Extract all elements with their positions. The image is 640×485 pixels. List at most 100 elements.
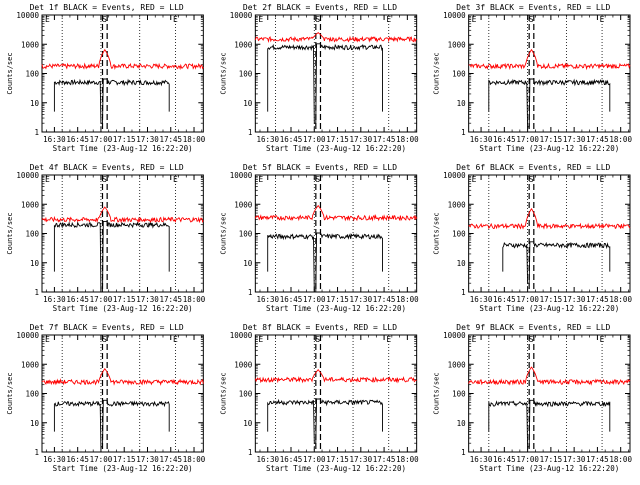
detector-panel-5: Det 5f BLACK = Events, RED = LLD 1 10 100 10… — [219, 163, 419, 313]
saa-start-label: S — [315, 15, 320, 24]
x-tick-label: 17:15 — [113, 455, 136, 464]
x-tick-label: 17:45 — [159, 295, 182, 304]
x-tick-label: 17:30 — [563, 455, 586, 464]
eclipse-label: E — [258, 15, 263, 24]
x-tick-label: 18:00 — [183, 295, 206, 304]
y-tick-label: 10 — [243, 99, 253, 108]
x-tick-label: 18:00 — [396, 295, 419, 304]
x-tick-label: 16:30 — [43, 135, 66, 144]
panel-title: Det 3f BLACK = Events, RED = LLD — [456, 3, 610, 12]
eclipse-label: E — [600, 175, 605, 184]
series-events-line — [267, 43, 383, 124]
x-axis-label: Start Time (23-Aug-12 16:22:20) — [53, 464, 193, 473]
y-tick-label: 1000 — [448, 40, 467, 49]
y-axis-label: Counts/sec — [219, 372, 227, 414]
eclipse-label: E — [45, 15, 50, 24]
x-tick-label: 17:00 — [303, 455, 326, 464]
saa-start-label: S — [102, 335, 107, 344]
panel-title: Det 1f BLACK = Events, RED = LLD — [30, 3, 184, 12]
y-tick-label: 100 — [239, 230, 253, 239]
y-tick-label: 100 — [25, 390, 39, 399]
y-tick-label: 100 — [239, 70, 253, 79]
y-tick-label: 1000 — [21, 360, 40, 369]
x-axis-label: Start Time (23-Aug-12 16:22:20) — [479, 464, 619, 473]
x-tick-label: 17:45 — [373, 135, 396, 144]
series-events-line — [488, 399, 611, 448]
x-tick-label: 18:00 — [396, 135, 419, 144]
eclipse-label: E — [600, 335, 605, 344]
x-tick-label: 16:30 — [470, 455, 493, 464]
x-tick-label: 17:00 — [516, 295, 539, 304]
x-tick-label: 17:30 — [563, 135, 586, 144]
x-tick-label: 16:45 — [493, 295, 516, 304]
x-tick-label: 18:00 — [609, 135, 632, 144]
x-tick-label: 17:15 — [113, 135, 136, 144]
detector-panel-4: Det 4f BLACK = Events, RED = LLD 1 10 100 10… — [6, 163, 206, 313]
eclipse-label: E — [45, 175, 50, 184]
x-tick-label: 16:30 — [256, 455, 279, 464]
y-tick-label: 1 — [248, 448, 253, 457]
detector-panel-9: Det 9f BLACK = Events, RED = LLD 1 10 100 10… — [433, 323, 633, 473]
eclipse-label: E — [45, 335, 50, 344]
x-axis-label: Start Time (23-Aug-12 16:22:20) — [266, 464, 406, 473]
x-tick-label: 17:00 — [516, 455, 539, 464]
x-tick-label: 18:00 — [183, 455, 206, 464]
series-lld-line — [41, 48, 204, 71]
eclipse-label: E — [258, 175, 263, 184]
y-tick-label: 10000 — [230, 171, 253, 180]
eclipse-label: E — [173, 335, 178, 344]
plot-frame — [41, 174, 204, 293]
y-tick-label: 1000 — [234, 360, 253, 369]
y-tick-label: 10000 — [230, 331, 253, 340]
detector-panel-6: Det 6f BLACK = Events, RED = LLD 1 10 100 10… — [433, 163, 633, 313]
panel-title: Det 9f BLACK = Events, RED = LLD — [456, 323, 610, 332]
x-tick-label: 16:30 — [43, 455, 66, 464]
panel-title: Det 7f BLACK = Events, RED = LLD — [30, 323, 184, 332]
x-tick-label: 16:45 — [280, 295, 303, 304]
x-tick-label: 17:00 — [90, 135, 113, 144]
x-tick-label: 16:45 — [66, 135, 89, 144]
x-tick-label: 17:00 — [303, 295, 326, 304]
panel-title: Det 6f BLACK = Events, RED = LLD — [456, 163, 610, 172]
detector-panel-2: Det 2f BLACK = Events, RED = LLD 1 10 100 10… — [219, 3, 419, 153]
plot-frame — [468, 174, 631, 293]
y-tick-label: 1 — [248, 128, 253, 137]
saa-start-label: S — [529, 335, 534, 344]
y-tick-label: 10 — [457, 259, 467, 268]
eclipse-label: E — [258, 335, 263, 344]
x-tick-label: 17:15 — [540, 295, 563, 304]
y-tick-label: 1000 — [21, 200, 40, 209]
x-tick-label: 17:30 — [136, 295, 159, 304]
x-tick-label: 17:15 — [540, 455, 563, 464]
y-tick-label: 10000 — [16, 11, 39, 20]
eclipse-label: E — [472, 175, 477, 184]
x-tick-label: 16:30 — [470, 135, 493, 144]
eclipse-label: E — [386, 175, 391, 184]
x-tick-label: 17:45 — [373, 455, 396, 464]
x-tick-label: 17:00 — [90, 455, 113, 464]
saa-start-label: S — [102, 15, 107, 24]
series-events-line — [488, 78, 611, 128]
x-tick-label: 18:00 — [609, 455, 632, 464]
plot-frame — [41, 334, 204, 453]
saa-start-label: S — [529, 175, 534, 184]
series-lld-line — [254, 204, 418, 222]
series-lld-line — [254, 31, 418, 44]
y-tick-label: 1000 — [21, 40, 40, 49]
y-tick-label: 10 — [30, 259, 40, 268]
x-axis-label: Start Time (23-Aug-12 16:22:20) — [53, 304, 193, 313]
eclipse-label: E — [173, 15, 178, 24]
plot-frame — [468, 334, 631, 453]
x-tick-label: 17:45 — [159, 455, 182, 464]
panel-title: Det 8f BLACK = Events, RED = LLD — [243, 323, 397, 332]
x-tick-label: 16:45 — [66, 455, 89, 464]
x-tick-label: 16:45 — [493, 135, 516, 144]
x-tick-label: 17:15 — [113, 295, 136, 304]
x-tick-label: 17:30 — [350, 295, 373, 304]
y-tick-label: 10 — [457, 99, 467, 108]
series-events-line — [267, 232, 383, 293]
y-tick-label: 100 — [452, 70, 466, 79]
series-events-line — [267, 398, 383, 444]
